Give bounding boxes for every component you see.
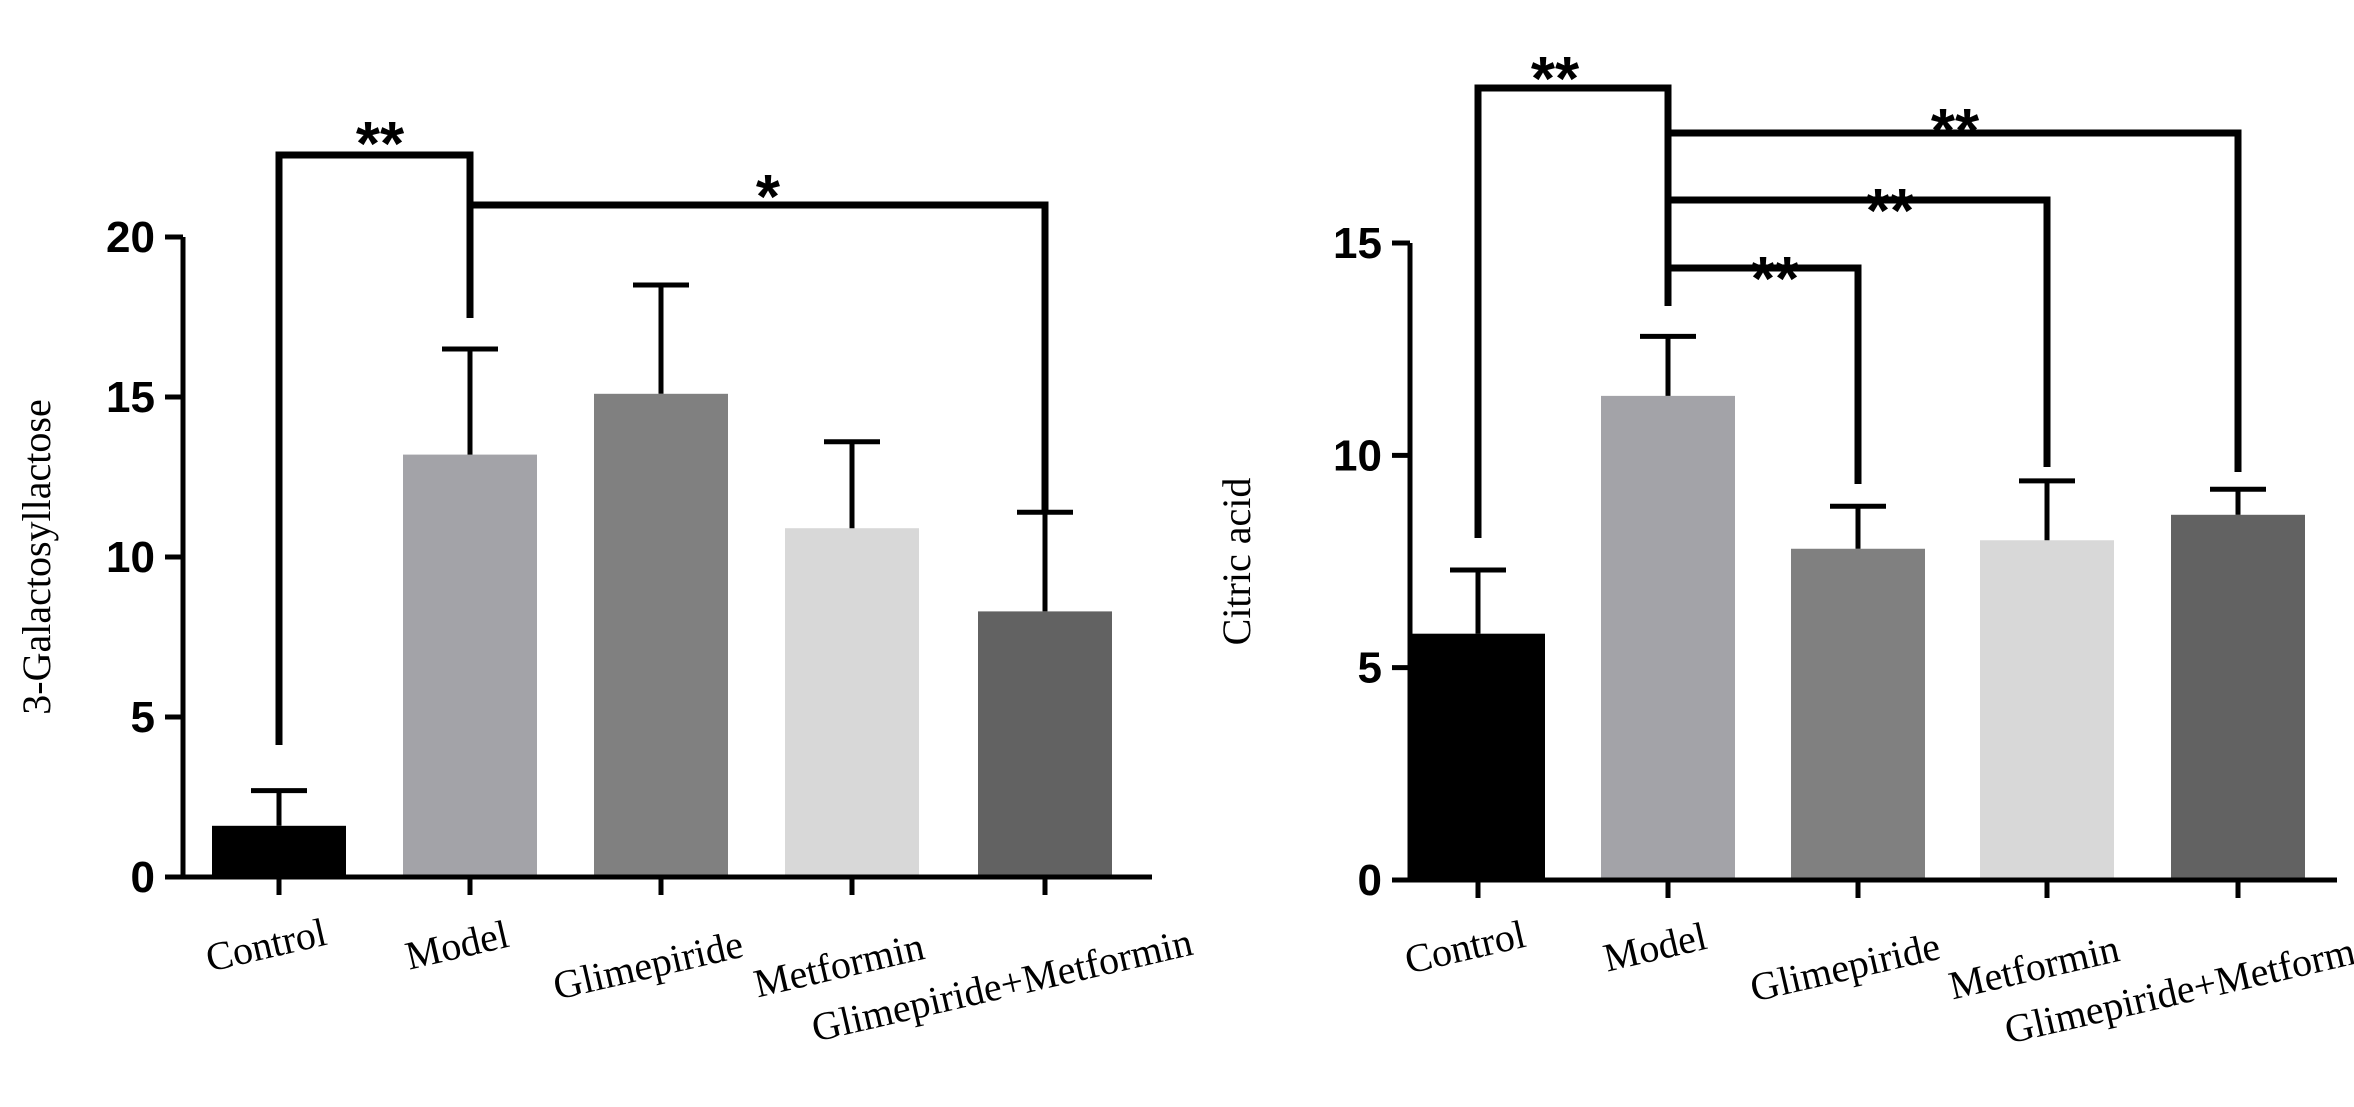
bar-metformin xyxy=(785,528,919,877)
significance-label-1: ** xyxy=(1531,45,1580,114)
bar-control xyxy=(212,825,346,877)
x-category-label: Glimepiride xyxy=(1746,923,1944,1010)
significance-bracket-4 xyxy=(1664,129,2242,472)
bar-glimepiride xyxy=(1791,548,1925,880)
bar-model xyxy=(403,454,537,877)
bar-glimepiride-metformin xyxy=(2171,514,2305,880)
significance-label-4: ** xyxy=(1931,97,1980,166)
y-tick-label-20: 20 xyxy=(106,213,155,262)
x-category-label: Model xyxy=(1599,913,1711,980)
bar-model xyxy=(1601,395,1735,880)
significance-bracket-2 xyxy=(466,201,1049,512)
significance-label-1: ** xyxy=(356,110,405,179)
y-axis-title: Citric acid xyxy=(1214,478,1259,646)
significance-label-2: * xyxy=(756,163,781,232)
x-category-label: Control xyxy=(201,909,330,980)
y-axis-title: 3-Galactosyllactose xyxy=(14,399,59,714)
bar-glimepiride xyxy=(594,393,728,877)
x-category-label: Model xyxy=(401,911,513,978)
y-tick-label-10: 10 xyxy=(106,533,155,582)
y-tick-label-0: 0 xyxy=(1358,856,1382,905)
significance-label-3: ** xyxy=(1866,177,1915,246)
y-tick-label-10: 10 xyxy=(1333,431,1382,480)
y-tick-label-15: 15 xyxy=(1333,219,1382,268)
y-tick-label-5: 5 xyxy=(131,693,155,742)
bar-glimepiride-metformin xyxy=(978,611,1112,877)
y-tick-label-5: 5 xyxy=(1358,644,1382,693)
x-category-label: Glimepiride xyxy=(549,921,747,1008)
bar-metformin xyxy=(1980,540,2114,880)
bar-control xyxy=(1411,633,1545,880)
y-tick-label-0: 0 xyxy=(131,853,155,902)
significance-label-2: ** xyxy=(1751,245,1800,314)
y-tick-label-15: 15 xyxy=(106,373,155,422)
x-category-label: Control xyxy=(1400,911,1529,982)
